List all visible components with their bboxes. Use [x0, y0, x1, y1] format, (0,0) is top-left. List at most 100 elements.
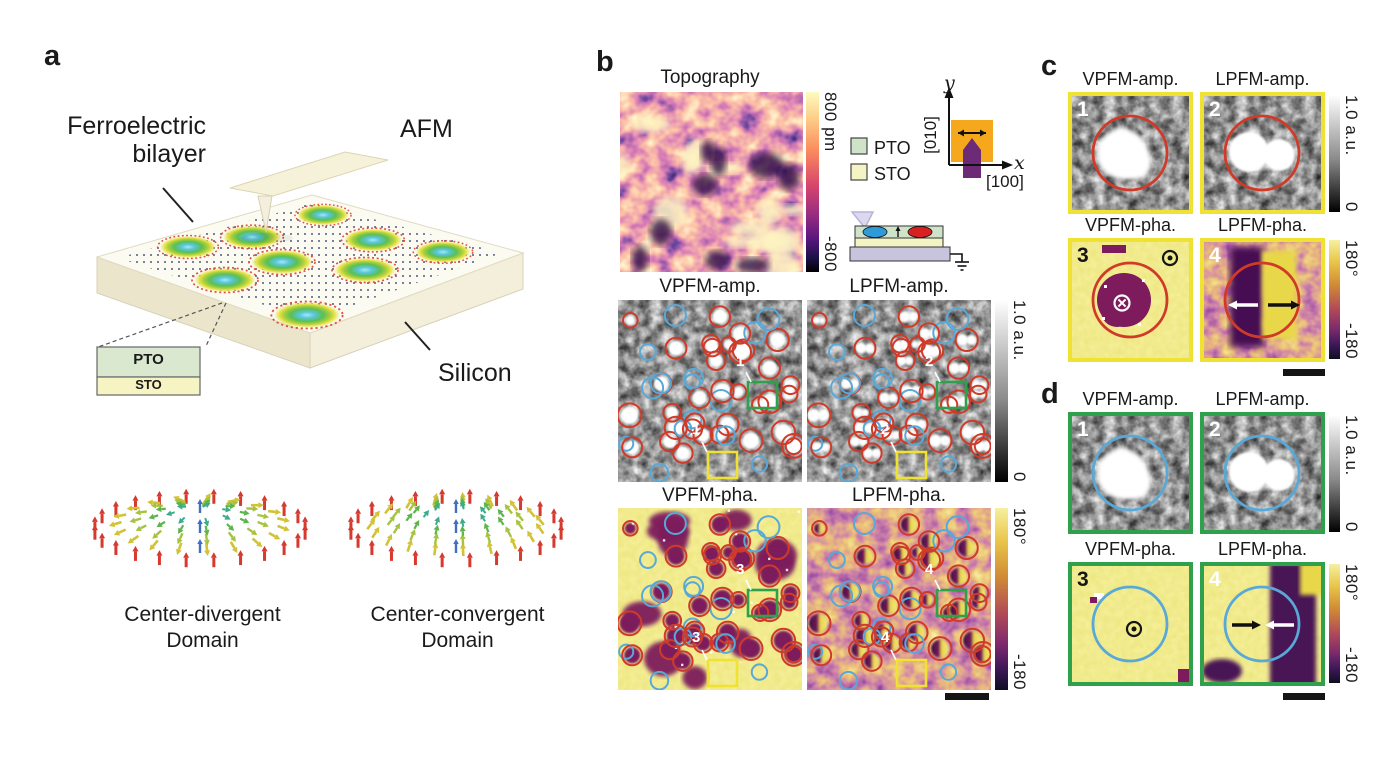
y-axis-label: y [944, 72, 955, 94]
pto-swatch [850, 137, 868, 155]
panel-d-letter: d [1041, 378, 1059, 410]
vpfm-pha-title-c: VPFM-pha. [1084, 215, 1177, 235]
amplitude-colorbar-d [1329, 415, 1340, 532]
tile-d3-vpfm-pha: 3 [1068, 562, 1193, 686]
topography-title: Topography [660, 67, 760, 88]
vpfm-amp-title-c: VPFM-amp. [1082, 69, 1179, 89]
lpfm-amplitude-map: 2 2 [807, 300, 991, 482]
topography-map [620, 92, 803, 272]
tile-d1-vpfm-amp: 1 [1068, 412, 1193, 534]
tile-c3-vpfm-pha: 3 [1068, 238, 1193, 362]
sto-swatch [850, 163, 868, 181]
sto-layer-rect [854, 237, 944, 248]
panel-b-letter: b [596, 46, 614, 78]
phase-colorbar-labels-b: 180° -180 [1010, 508, 1029, 690]
phase-colorbar-c [1329, 240, 1340, 359]
legend-pto-label: PTO [874, 138, 911, 158]
inset-sto-layer [96, 376, 201, 396]
amplitude-colorbar-labels-b: 1.0 a.u. 0 [1010, 300, 1029, 482]
inset-pto-label: PTO [133, 351, 164, 368]
afm-label: AFM [400, 115, 453, 143]
marker-4-yellow: 4 [881, 629, 890, 646]
amp-cbar-min-b: 0 [1010, 472, 1029, 482]
marker-1-yellow: 1 [692, 421, 701, 438]
vpfm-amplitude-map: 1 1 [618, 300, 802, 482]
amplitude-colorbar-labels-d: 1.0 a.u. 0 [1342, 415, 1361, 532]
inset-leader-left [97, 302, 223, 348]
amp-cbar-max-b: 1.0 a.u. [1010, 300, 1029, 361]
tile-d2-lpfm-amp: 2 [1200, 412, 1325, 534]
substrate-rect [849, 246, 951, 262]
phase-colorbar-d [1329, 564, 1340, 683]
tile-d4-number: 4 [1209, 568, 1221, 591]
marker-2-green: 2 [925, 353, 934, 370]
marker-1-green: 1 [736, 353, 745, 370]
topography-colorbar-labels: 800 pm -800 [821, 92, 840, 272]
tile-c3-number: 3 [1077, 244, 1089, 267]
inset-leader-right [205, 302, 227, 347]
amplitude-colorbar-c [1329, 95, 1340, 212]
lpfm-phase-map: 4 4 [807, 508, 991, 690]
tile-d2-number: 2 [1209, 418, 1221, 441]
tile-c2-number: 2 [1209, 98, 1221, 121]
sample-cross-section-schematic [849, 211, 969, 271]
lpfm-amp-title-b: LPFM-amp. [849, 276, 949, 297]
afm-cantilever [229, 151, 389, 197]
tile-d1-number: 1 [1077, 418, 1089, 441]
crystal-axes-schematic [944, 87, 1013, 178]
scale-bar-d [1283, 693, 1325, 700]
topography-colorbar [806, 92, 819, 272]
tile-d4-lpfm-pha: 4 [1200, 562, 1325, 686]
ferroelectric-bilayer-3d-illustration [95, 151, 525, 396]
center-convergent-caption: Center-convergent Domain [370, 603, 545, 653]
silicon-pointer-line [404, 321, 431, 351]
lpfm-pha-title-d: LPFM-pha. [1217, 539, 1308, 559]
lpfm-pha-title-c: LPFM-pha. [1217, 215, 1308, 235]
down-domain-ellipse [862, 226, 888, 238]
tile-d3-number: 3 [1077, 568, 1089, 591]
ground-symbol-icon [950, 253, 969, 271]
tip-shadow [241, 233, 293, 243]
up-domain-ellipse [907, 226, 933, 238]
x-miller-index: [100] [986, 172, 1024, 191]
afm-tip-icon [257, 195, 273, 233]
marker-3-green: 3 [736, 561, 745, 578]
tile-c4-number: 4 [1209, 244, 1221, 267]
tile-c4-lpfm-pha: 4 [1200, 238, 1325, 362]
bilayer-label-line1: Ferroelectric [67, 112, 206, 140]
vpfm-amp-title-d: VPFM-amp. [1082, 389, 1179, 409]
scale-bar-b [945, 693, 989, 700]
tile-c2-lpfm-amp: 2 [1200, 92, 1325, 214]
inset-sto-label: STO [135, 377, 162, 392]
legend-sto-label: STO [874, 164, 911, 184]
amplitude-colorbar-b [995, 300, 1008, 482]
x-axis-label: x [1014, 152, 1025, 174]
phase-colorbar-b [995, 508, 1008, 690]
vpfm-pha-title-d: VPFM-pha. [1084, 539, 1177, 559]
vpfm-phase-map: 3 3 [618, 508, 802, 690]
panel-c-letter: c [1041, 50, 1058, 82]
topo-cbar-min: -800 [821, 235, 840, 272]
amplitude-colorbar-labels-c: 1.0 a.u. 0 [1342, 95, 1361, 212]
lpfm-pha-title-b: LPFM-pha. [852, 485, 946, 506]
bilayer-label: Ferroelectric bilayer [50, 112, 206, 168]
y-miller-index: [010] [920, 116, 940, 154]
lpfm-amp-title-c: LPFM-amp. [1215, 69, 1310, 89]
pha-cbar-min-b: -180 [1010, 653, 1029, 690]
panel-a-letter: a [44, 40, 61, 72]
center-divergent-domain-figure [91, 488, 309, 568]
topo-cbar-max: 800 pm [821, 92, 840, 152]
lpfm-amp-title-d: LPFM-amp. [1215, 389, 1310, 409]
tile-c1-number: 1 [1077, 98, 1089, 121]
vpfm-amp-title-b: VPFM-amp. [659, 276, 761, 297]
bilayer-pointer-line [162, 187, 194, 223]
vpfm-pha-title-b: VPFM-pha. [661, 485, 759, 506]
center-divergent-caption: Center-divergent Domain [124, 603, 281, 653]
scale-bar-c [1283, 369, 1325, 376]
center-convergent-domain-figure [347, 488, 565, 568]
marker-2-yellow: 2 [881, 421, 890, 438]
phase-colorbar-labels-c: 180° -180 [1342, 240, 1361, 359]
marker-4-green: 4 [925, 561, 934, 578]
afm-tip-schematic-icon [850, 211, 875, 230]
